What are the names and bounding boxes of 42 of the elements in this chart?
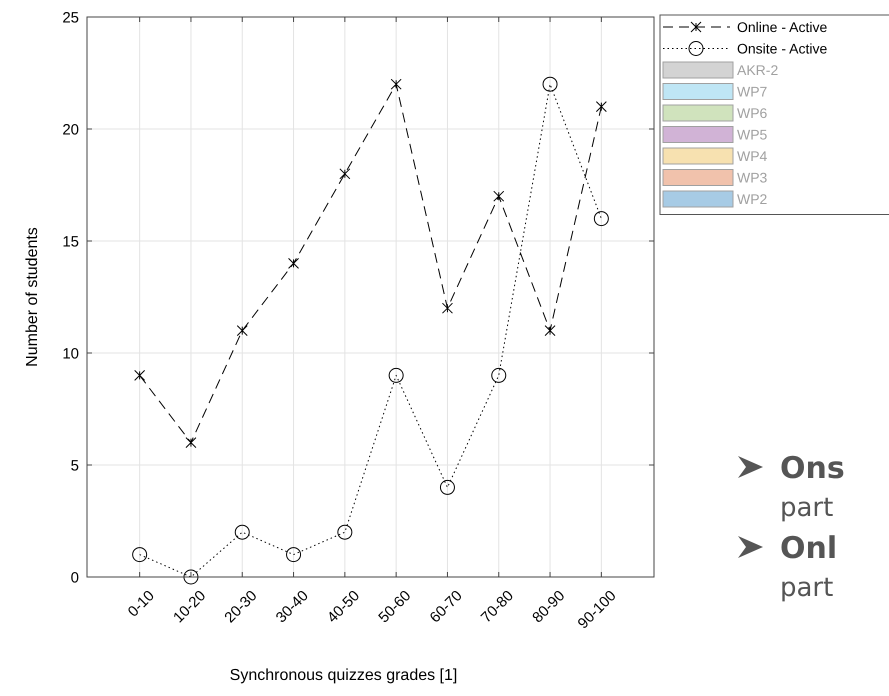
x-axis-title: Synchronous quizzes grades [1] [230, 667, 458, 684]
point [132, 547, 148, 562]
legend-label: WP2 [737, 191, 768, 207]
legend-label: AKR-2 [737, 62, 778, 78]
point [339, 168, 350, 180]
text: Onl [780, 531, 838, 566]
legend-label: Online - Active [737, 19, 828, 35]
y-tick-label: 0 [70, 569, 79, 586]
point [234, 524, 250, 540]
y-tick-label: 25 [62, 9, 79, 26]
text: part [780, 493, 834, 523]
point [388, 368, 404, 383]
point [594, 211, 609, 226]
y-tick-label: 10 [62, 345, 79, 362]
legend-label: WP5 [737, 126, 768, 142]
legend-label: Onsite - Active [737, 40, 828, 56]
point [491, 368, 506, 383]
point [134, 370, 146, 381]
point [596, 101, 607, 112]
point [442, 302, 453, 314]
legend-label: WP7 [737, 84, 768, 100]
point [544, 325, 556, 336]
point [286, 547, 302, 562]
x-tick-label: 0-10 [124, 587, 158, 620]
text: part [780, 573, 834, 603]
text: Ons [780, 451, 845, 486]
point [542, 76, 558, 92]
point [337, 524, 352, 540]
point [236, 325, 248, 336]
legend-label: WP3 [737, 170, 768, 186]
point [440, 480, 455, 495]
y-tick-label: 20 [62, 121, 79, 138]
point [390, 78, 402, 90]
point [185, 437, 196, 448]
legend-label: WP4 [737, 148, 768, 164]
y-tick-label: 15 [62, 233, 79, 250]
point [183, 570, 198, 584]
legend-label: WP6 [737, 105, 768, 121]
y-tick-label: 5 [70, 457, 79, 474]
y-axis-title: Number of students [24, 227, 41, 367]
point [493, 190, 504, 202]
point [288, 258, 300, 269]
